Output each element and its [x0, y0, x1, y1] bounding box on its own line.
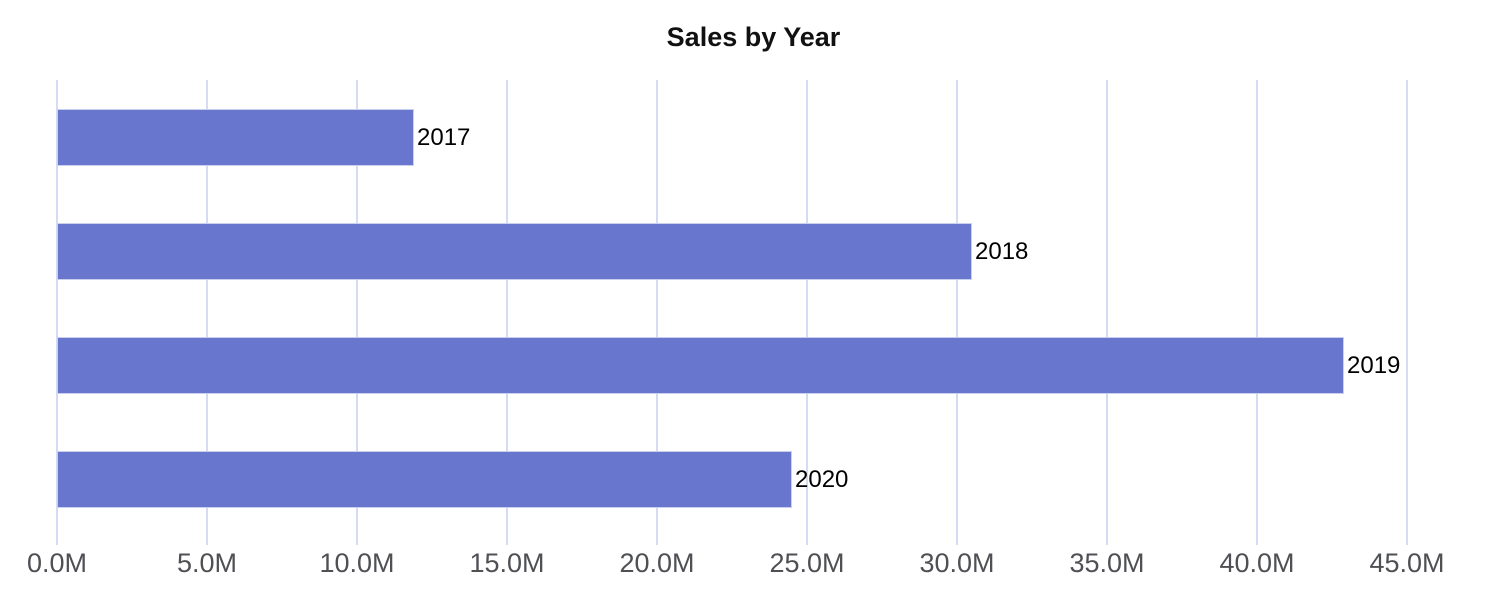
gridline-10.0M	[356, 80, 358, 545]
bar-2018	[57, 223, 972, 280]
x-axis-tick-label: 45.0M	[1369, 548, 1445, 578]
bar-2020	[57, 451, 792, 508]
x-axis-tick-label: 40.0M	[1219, 548, 1295, 578]
gridline-40.0M	[1256, 80, 1258, 545]
gridline-35.0M	[1106, 80, 1108, 545]
gridline-0.0M	[56, 80, 58, 545]
gridline-15.0M	[506, 80, 508, 545]
gridline-25.0M	[806, 80, 808, 545]
gridline-20.0M	[656, 80, 658, 545]
bar-label-2020: 2020	[795, 466, 849, 493]
bar-2019	[57, 337, 1344, 394]
x-axis-tick-label: 35.0M	[1069, 548, 1145, 578]
x-axis-tick-label: 25.0M	[769, 548, 845, 578]
bar-2017	[57, 109, 414, 166]
bar-label-2018: 2018	[975, 238, 1029, 265]
chart-title: Sales by Year	[666, 22, 841, 52]
gridline-45.0M	[1406, 80, 1408, 545]
bar-label-2017: 2017	[417, 124, 471, 151]
x-axis-tick-label: 0.0M	[26, 548, 88, 578]
bar-label-2019: 2019	[1347, 352, 1401, 379]
x-axis-tick-label: 15.0M	[469, 548, 545, 578]
x-axis-tick-label: 30.0M	[919, 548, 995, 578]
x-axis-tick-label: 5.0M	[176, 548, 238, 578]
gridline-30.0M	[956, 80, 958, 545]
x-axis-tick-label: 10.0M	[319, 548, 395, 578]
gridline-5.0M	[206, 80, 208, 545]
plot-area: 2017 2018 2019 2020	[56, 80, 1408, 545]
x-axis-tick-label: 20.0M	[619, 548, 695, 578]
